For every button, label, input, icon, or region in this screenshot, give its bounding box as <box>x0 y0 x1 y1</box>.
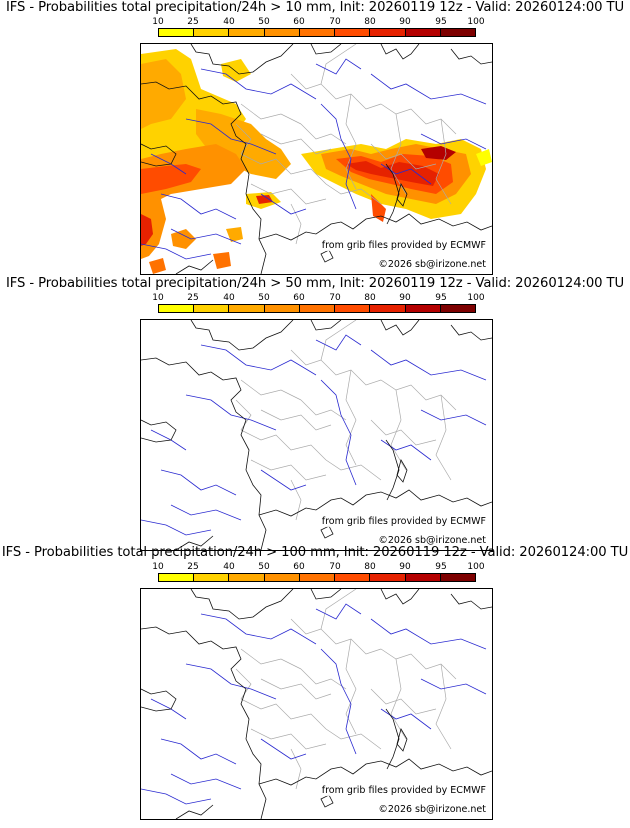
colorbar-tick: 70 <box>329 17 341 27</box>
colorbar-tick: 90 <box>399 17 411 27</box>
colorbar-tick: 25 <box>187 293 199 303</box>
colorbar-tick: 80 <box>364 293 376 303</box>
colorbar-tick: 10 <box>152 293 164 303</box>
panel-100mm: IFS - Probabilities total precipitation/… <box>0 545 630 820</box>
colorbar-swatch <box>194 574 230 581</box>
colorbar-swatch <box>159 29 195 36</box>
colorbar-swatch <box>159 574 195 581</box>
map-canvas <box>141 44 492 274</box>
copyright-credit: ©2026 sb@irizone.net <box>376 259 488 270</box>
colorbar-swatch <box>229 305 265 312</box>
source-credit: from grib files provided by ECMWF <box>319 785 488 796</box>
colorbar-tick: 50 <box>258 562 270 572</box>
colorbar-labels: 10 25 40 50 60 70 80 90 95 100 <box>152 562 484 573</box>
colorbar-swatch <box>299 29 336 36</box>
colorbar-swatch <box>159 305 195 312</box>
colorbar-tick: 10 <box>152 562 164 572</box>
colorbar-swatch <box>264 29 300 36</box>
copyright-credit: ©2026 sb@irizone.net <box>376 535 488 546</box>
colorbar-tick: 25 <box>187 562 199 572</box>
panel-title: IFS - Probabilities total precipitation/… <box>1 545 629 560</box>
source-credit: from grib files provided by ECMWF <box>319 240 488 251</box>
colorbar-swatch <box>194 305 230 312</box>
colorbar-tick: 70 <box>329 562 341 572</box>
panel-title: IFS - Probabilities total precipitation/… <box>5 276 625 291</box>
colorbar-tick: 25 <box>187 17 199 27</box>
colorbar-tick: 80 <box>364 562 376 572</box>
colorbar-tick: 40 <box>223 562 235 572</box>
colorbar-tick: 50 <box>258 17 270 27</box>
probability-map: from grib files provided by ECMWF ©2026 … <box>140 43 493 275</box>
colorbar-swatch <box>299 574 336 581</box>
colorbar-swatch <box>229 574 265 581</box>
source-credit: from grib files provided by ECMWF <box>319 516 488 527</box>
colorbar-tick: 95 <box>435 293 447 303</box>
colorbar-swatch <box>335 29 371 36</box>
colorbar <box>158 28 476 37</box>
colorbar-tick: 40 <box>223 293 235 303</box>
colorbar-swatch <box>335 305 371 312</box>
colorbar-tick: 95 <box>435 562 447 572</box>
probability-map: from grib files provided by ECMWF ©2026 … <box>140 588 493 820</box>
colorbar-tick: 50 <box>258 293 270 303</box>
colorbar-swatch <box>405 29 441 36</box>
colorbar-swatch <box>335 574 371 581</box>
colorbar-tick: 100 <box>467 293 485 303</box>
colorbar-tick: 40 <box>223 17 235 27</box>
colorbar-swatch <box>194 29 230 36</box>
probability-map: from grib files provided by ECMWF ©2026 … <box>140 319 493 551</box>
colorbar-tick: 60 <box>293 17 305 27</box>
colorbar-tick: 100 <box>467 17 485 27</box>
colorbar-tick: 95 <box>435 17 447 27</box>
panel-50mm: IFS - Probabilities total precipitation/… <box>0 276 630 551</box>
colorbar-tick: 60 <box>293 562 305 572</box>
colorbar <box>158 304 476 313</box>
colorbar-swatch <box>405 574 441 581</box>
colorbar-tick: 80 <box>364 17 376 27</box>
colorbar-tick: 90 <box>399 293 411 303</box>
colorbar-swatch <box>370 29 406 36</box>
colorbar-tick: 90 <box>399 562 411 572</box>
colorbar-swatch <box>405 305 441 312</box>
colorbar-tick: 60 <box>293 293 305 303</box>
colorbar-swatch <box>229 29 265 36</box>
colorbar-swatch <box>440 29 475 36</box>
panel-10mm: IFS - Probabilities total precipitation/… <box>0 0 630 275</box>
panel-title: IFS - Probabilities total precipitation/… <box>5 0 625 15</box>
colorbar-swatch <box>440 574 475 581</box>
copyright-credit: ©2026 sb@irizone.net <box>376 804 488 815</box>
colorbar-tick: 10 <box>152 17 164 27</box>
precip-field <box>141 49 492 274</box>
colorbar-tick: 70 <box>329 293 341 303</box>
colorbar-tick: 100 <box>467 562 485 572</box>
colorbar-labels: 10 25 40 50 60 70 80 90 95 100 <box>152 17 484 28</box>
colorbar-swatch <box>264 574 300 581</box>
colorbar <box>158 573 476 582</box>
colorbar-swatch <box>370 574 406 581</box>
colorbar-swatch <box>440 305 475 312</box>
colorbar-swatch <box>370 305 406 312</box>
colorbar-swatch <box>264 305 300 312</box>
colorbar-labels: 10 25 40 50 60 70 80 90 95 100 <box>152 293 484 304</box>
colorbar-swatch <box>299 305 336 312</box>
